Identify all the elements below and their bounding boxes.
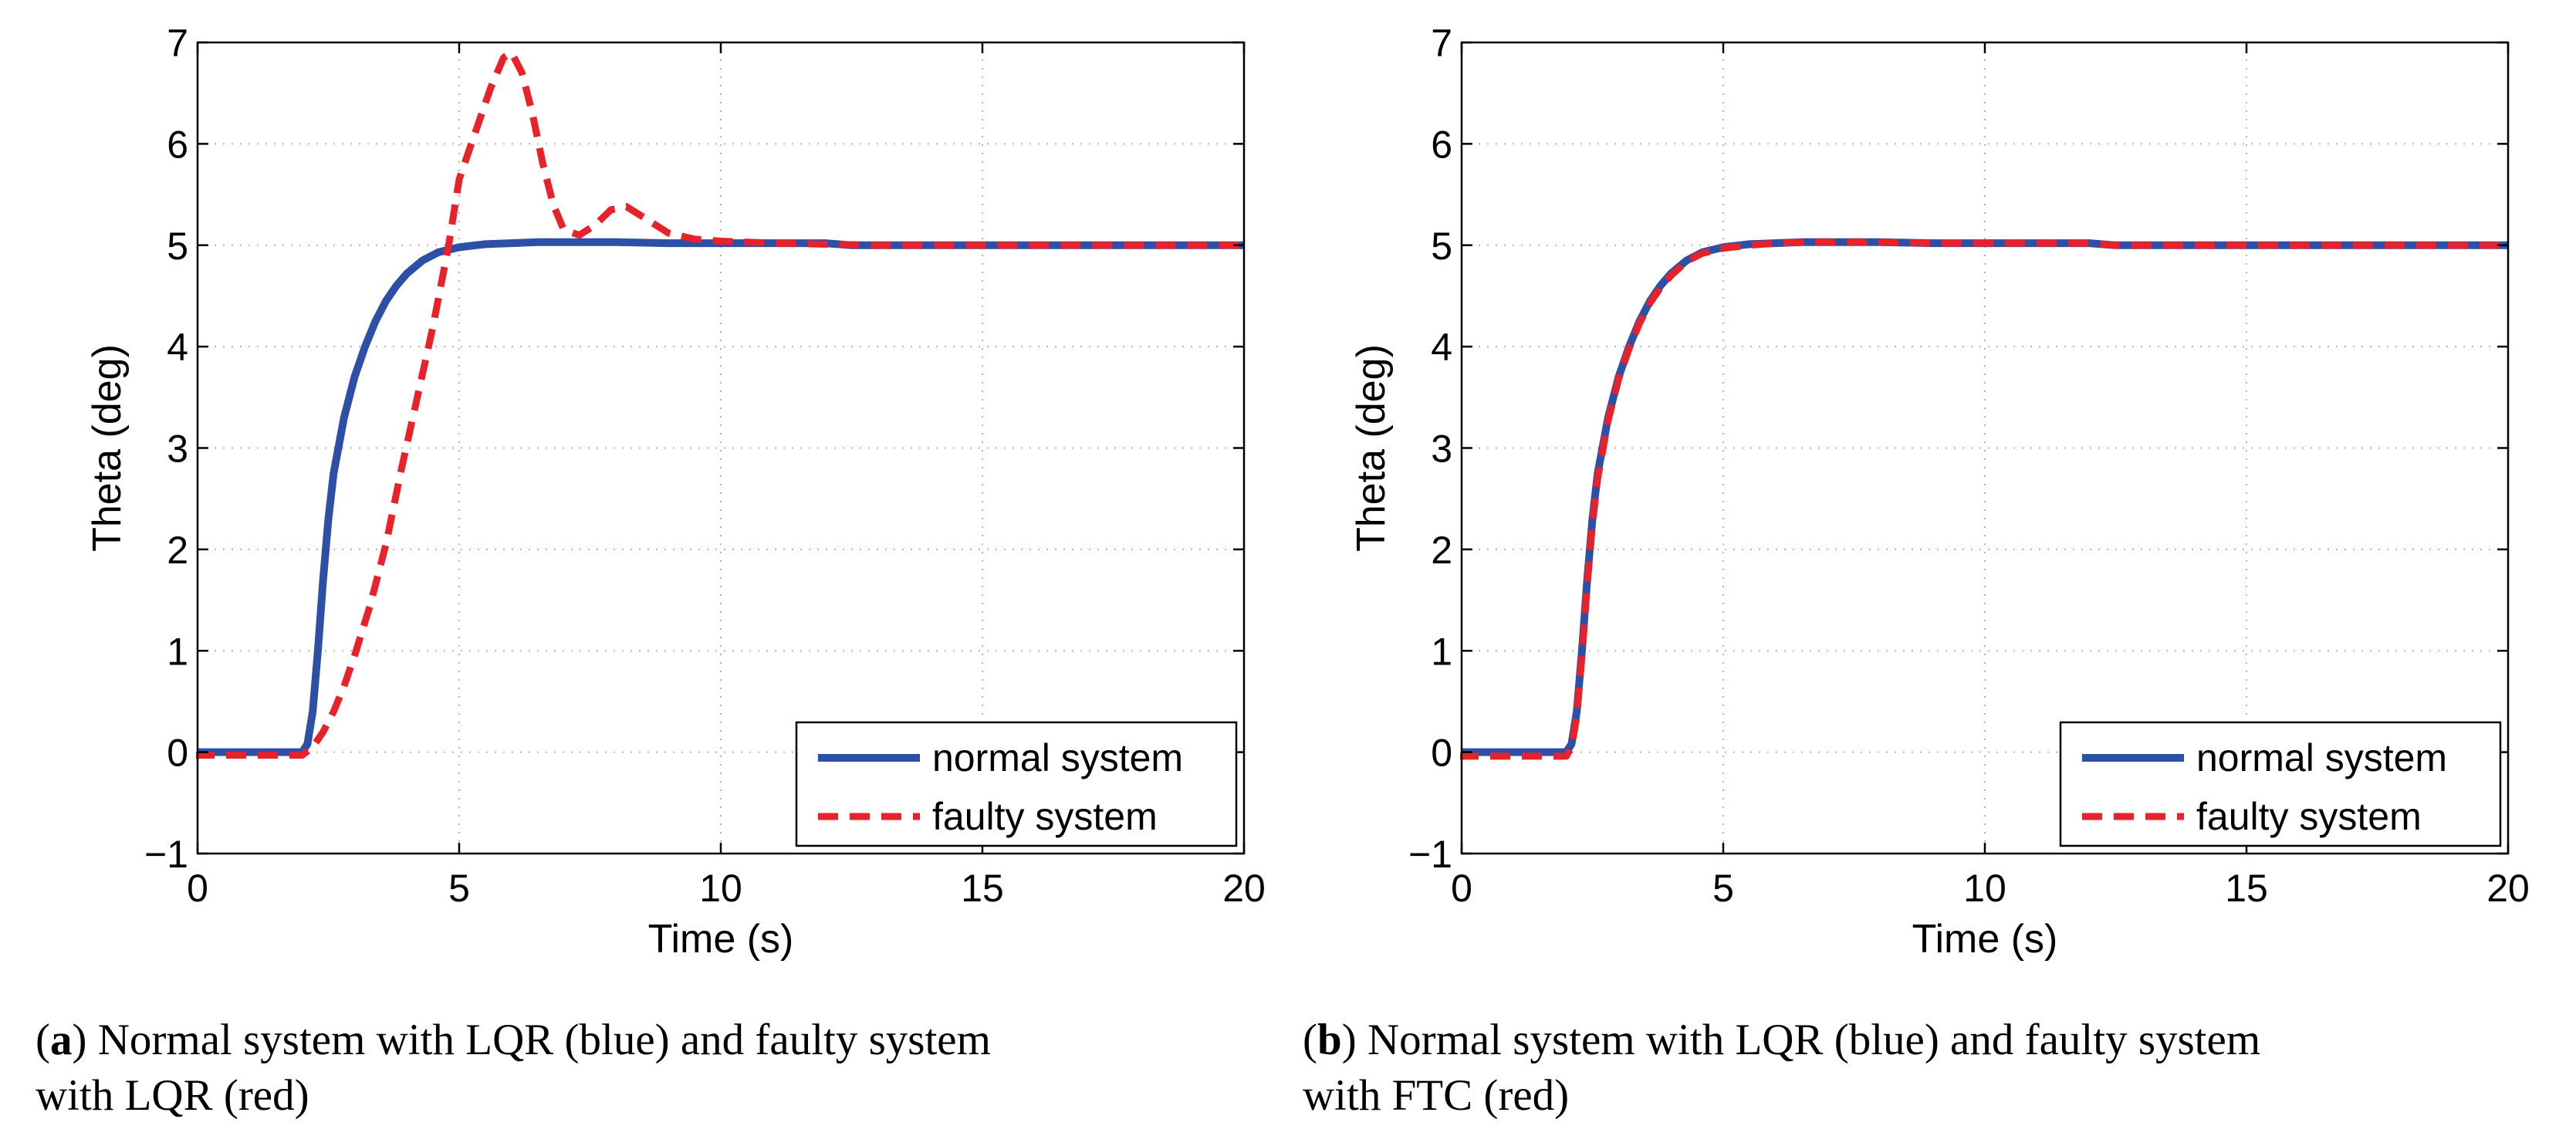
y-tick-label: 4 xyxy=(1431,326,1452,369)
y-tick-label: 7 xyxy=(1431,22,1452,65)
y-tick-label: 2 xyxy=(1431,529,1452,572)
caption-a-line1: Normal system with LQR (blue) and faulty… xyxy=(97,1016,991,1064)
x-tick-label: 15 xyxy=(961,867,1004,910)
y-axis-label: Theta (deg) xyxy=(85,344,130,552)
caption-b-line2: with FTC (red) xyxy=(1303,1071,1570,1120)
faulty-system-line-a xyxy=(196,49,1244,759)
legend: normal system faulty system xyxy=(2059,721,2502,847)
legend-label: normal system xyxy=(2196,736,2447,779)
x-tick-label: 5 xyxy=(448,867,470,910)
legend-box xyxy=(2059,721,2502,847)
y-tick-label: 1 xyxy=(167,630,188,673)
caption-a: (a) Normal system with LQR (blue) and fa… xyxy=(35,1013,991,1124)
y-tick-label: 1 xyxy=(1431,630,1452,673)
y-tick-label: −1 xyxy=(144,833,188,876)
y-tick-label: 2 xyxy=(167,529,188,572)
x-tick-label: 10 xyxy=(1963,867,2006,910)
x-tick-label: 5 xyxy=(1712,867,1734,910)
normal-system-line-a xyxy=(198,238,1244,756)
y-tick-label: 0 xyxy=(167,732,188,775)
y-axis-label: Theta (deg) xyxy=(1349,344,1394,552)
y-tick-label: 5 xyxy=(167,225,188,268)
y-tick-label: 7 xyxy=(167,22,188,65)
x-axis-label: Time (s) xyxy=(1912,917,2058,962)
caption-a-line2: with LQR (red) xyxy=(35,1071,309,1120)
y-tick-label: 5 xyxy=(1431,225,1452,268)
y-tick-label: 6 xyxy=(1431,123,1452,166)
faulty-system-line-b xyxy=(1460,238,2508,760)
y-tick-label: 0 xyxy=(1431,732,1452,775)
plot-area xyxy=(198,42,1244,854)
x-tick-label: 0 xyxy=(187,867,208,910)
x-tick-label: 20 xyxy=(2486,867,2530,910)
legend-box xyxy=(795,721,1238,847)
x-axis-label: Time (s) xyxy=(648,917,794,962)
x-tick-label: 15 xyxy=(2225,867,2268,910)
y-tick-label: 3 xyxy=(167,428,188,471)
legend-label: faulty system xyxy=(932,795,1158,838)
plot-area xyxy=(1462,42,2508,854)
legend-label: normal system xyxy=(932,736,1183,779)
legend: normal system faulty system xyxy=(795,721,1238,847)
caption-b-tag: b xyxy=(1317,1016,1342,1064)
x-tick-label: 20 xyxy=(1222,867,1266,910)
y-tick-label: 4 xyxy=(167,326,188,369)
y-tick-label: 6 xyxy=(167,123,188,166)
y-tick-label: 3 xyxy=(1431,428,1452,471)
legend-label: faulty system xyxy=(2196,795,2422,838)
x-tick-label: 0 xyxy=(1451,867,1472,910)
y-tick-label: −1 xyxy=(1408,833,1452,876)
caption-b-line1: Normal system with LQR (blue) and faulty… xyxy=(1367,1016,2261,1064)
caption-a-tag: a xyxy=(49,1016,73,1064)
caption-b: (b) Normal system with LQR (blue) and fa… xyxy=(1303,1013,2260,1124)
x-tick-label: 10 xyxy=(699,867,742,910)
